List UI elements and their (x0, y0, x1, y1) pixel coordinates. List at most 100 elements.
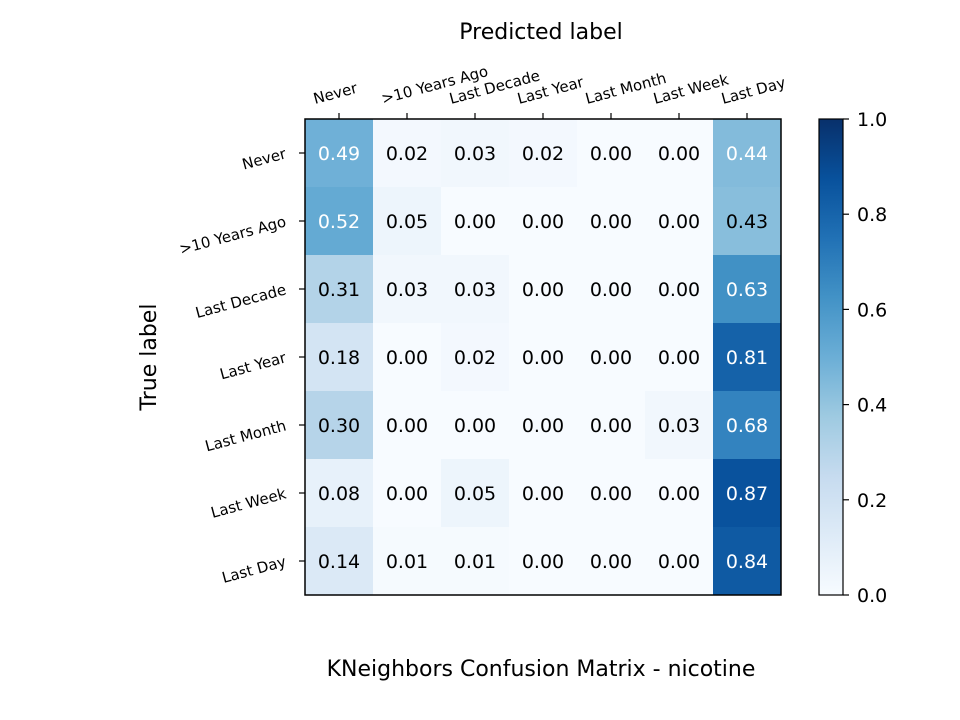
heatmap-cell (373, 187, 442, 256)
cell-value-label: 0.00 (590, 143, 632, 165)
heatmap-cell (305, 391, 374, 460)
cell-value-label: 0.00 (522, 483, 564, 505)
heatmap-cell (645, 527, 714, 596)
heatmap-cell (305, 459, 374, 528)
matrix-frame (304, 118, 782, 596)
cell-value-label: 0.00 (522, 551, 564, 573)
x-tick-label: Last Day (719, 73, 787, 107)
cell-value-label: 0.00 (522, 415, 564, 437)
heatmap-cell (645, 119, 714, 188)
heatmap-cell (441, 187, 510, 256)
cell-value-label: 0.14 (318, 551, 360, 573)
heatmap-cell (305, 527, 374, 596)
colorbar-tick-label: 0.4 (857, 395, 887, 417)
cell-value-label: 0.00 (522, 211, 564, 233)
heatmap-cell (713, 255, 782, 324)
heatmap-cell (645, 255, 714, 324)
cell-value-label: 0.84 (726, 551, 768, 573)
y-tick-label: Last Decade (194, 280, 288, 321)
cell-value-label: 0.00 (454, 415, 496, 437)
heatmap-cell (441, 459, 510, 528)
cell-value-label: 0.02 (454, 347, 496, 369)
heatmap-cell (713, 459, 782, 528)
cell-value-label: 0.00 (522, 347, 564, 369)
colorbar (818, 118, 844, 596)
heatmap-cell (373, 391, 442, 460)
cell-value-label: 0.08 (318, 483, 360, 505)
cell-value-label: 0.81 (726, 347, 768, 369)
heatmap-cell (441, 391, 510, 460)
cell-value-label: 0.03 (454, 279, 496, 301)
heatmap-cell (441, 255, 510, 324)
y-tick-label: Last Month (203, 416, 288, 455)
heatmap-cell (645, 187, 714, 256)
colorbar-tick-label: 0.2 (857, 490, 887, 512)
colorbar-tick-label: 1.0 (857, 109, 887, 131)
cell-value-label: 0.00 (590, 415, 632, 437)
heatmap-cell (305, 255, 374, 324)
heatmap-cell (441, 323, 510, 392)
heatmap-cell (645, 459, 714, 528)
heatmap-cell (577, 459, 646, 528)
heatmap-cell (305, 187, 374, 256)
cell-value-label: 0.00 (590, 347, 632, 369)
heatmap-cell (577, 527, 646, 596)
heatmap-cell (509, 391, 578, 460)
heatmap-cell (373, 255, 442, 324)
cell-value-label: 0.00 (522, 279, 564, 301)
cell-value-label: 0.00 (658, 483, 700, 505)
heatmap-cell (713, 527, 782, 596)
heatmap-cell (373, 459, 442, 528)
heatmap-cell (713, 119, 782, 188)
heatmap-cell (305, 119, 374, 188)
cell-value-label: 0.18 (318, 347, 360, 369)
heatmap-cell (509, 187, 578, 256)
cell-value-label: 0.00 (658, 347, 700, 369)
colorbar-tick-label: 0.0 (857, 585, 887, 607)
heatmap-cell (577, 187, 646, 256)
heatmap-cell (509, 255, 578, 324)
heatmap-cells (305, 119, 782, 596)
heatmap-cell (509, 119, 578, 188)
cell-value-label: 0.52 (318, 211, 360, 233)
y-axis-title: True label (137, 304, 162, 412)
cell-value-label: 0.00 (590, 279, 632, 301)
cell-value-label: 0.03 (454, 143, 496, 165)
heatmap-cell (645, 391, 714, 460)
cell-value-label: 0.31 (318, 279, 360, 301)
colorbar-tick-group: 0.0 0.2 0.4 0.6 0.8 1.0 (843, 109, 887, 607)
heatmap-cell (305, 323, 374, 392)
y-tick-label: Never (240, 144, 289, 173)
heatmap-cell (577, 323, 646, 392)
heatmap-cell (577, 255, 646, 324)
heatmap-cell (441, 527, 510, 596)
cell-value-label: 0.01 (386, 551, 428, 573)
y-tick-label: >10 Years Ago (177, 212, 288, 258)
heatmap-cell (713, 391, 782, 460)
cell-value-label: 0.00 (590, 483, 632, 505)
y-tick-label: Last Day (220, 552, 288, 586)
y-tick-label: Last Week (209, 484, 288, 521)
cell-value-label: 0.00 (658, 551, 700, 573)
cell-value-label: 0.00 (386, 347, 428, 369)
heatmap-cell (509, 323, 578, 392)
cell-value-label: 0.03 (386, 279, 428, 301)
cell-value-label: 0.00 (386, 483, 428, 505)
heatmap-cell (509, 527, 578, 596)
heatmap-cell (373, 527, 442, 596)
cell-value-label: 0.05 (386, 211, 428, 233)
y-tick-label: Last Year (218, 348, 289, 383)
x-tick-label: Never (311, 79, 360, 108)
heatmap-cell (645, 323, 714, 392)
colorbar-tick-label: 0.6 (857, 299, 887, 321)
cell-value-label: 0.01 (454, 551, 496, 573)
cell-value-label: 0.63 (726, 279, 768, 301)
cell-value-label: 0.02 (386, 143, 428, 165)
cell-value-label: 0.68 (726, 415, 768, 437)
cell-value-label: 0.00 (386, 415, 428, 437)
cell-value-label: 0.00 (454, 211, 496, 233)
cell-value-label: 0.03 (658, 415, 700, 437)
cell-value-label: 0.44 (726, 143, 768, 165)
heatmap-cell (713, 323, 782, 392)
